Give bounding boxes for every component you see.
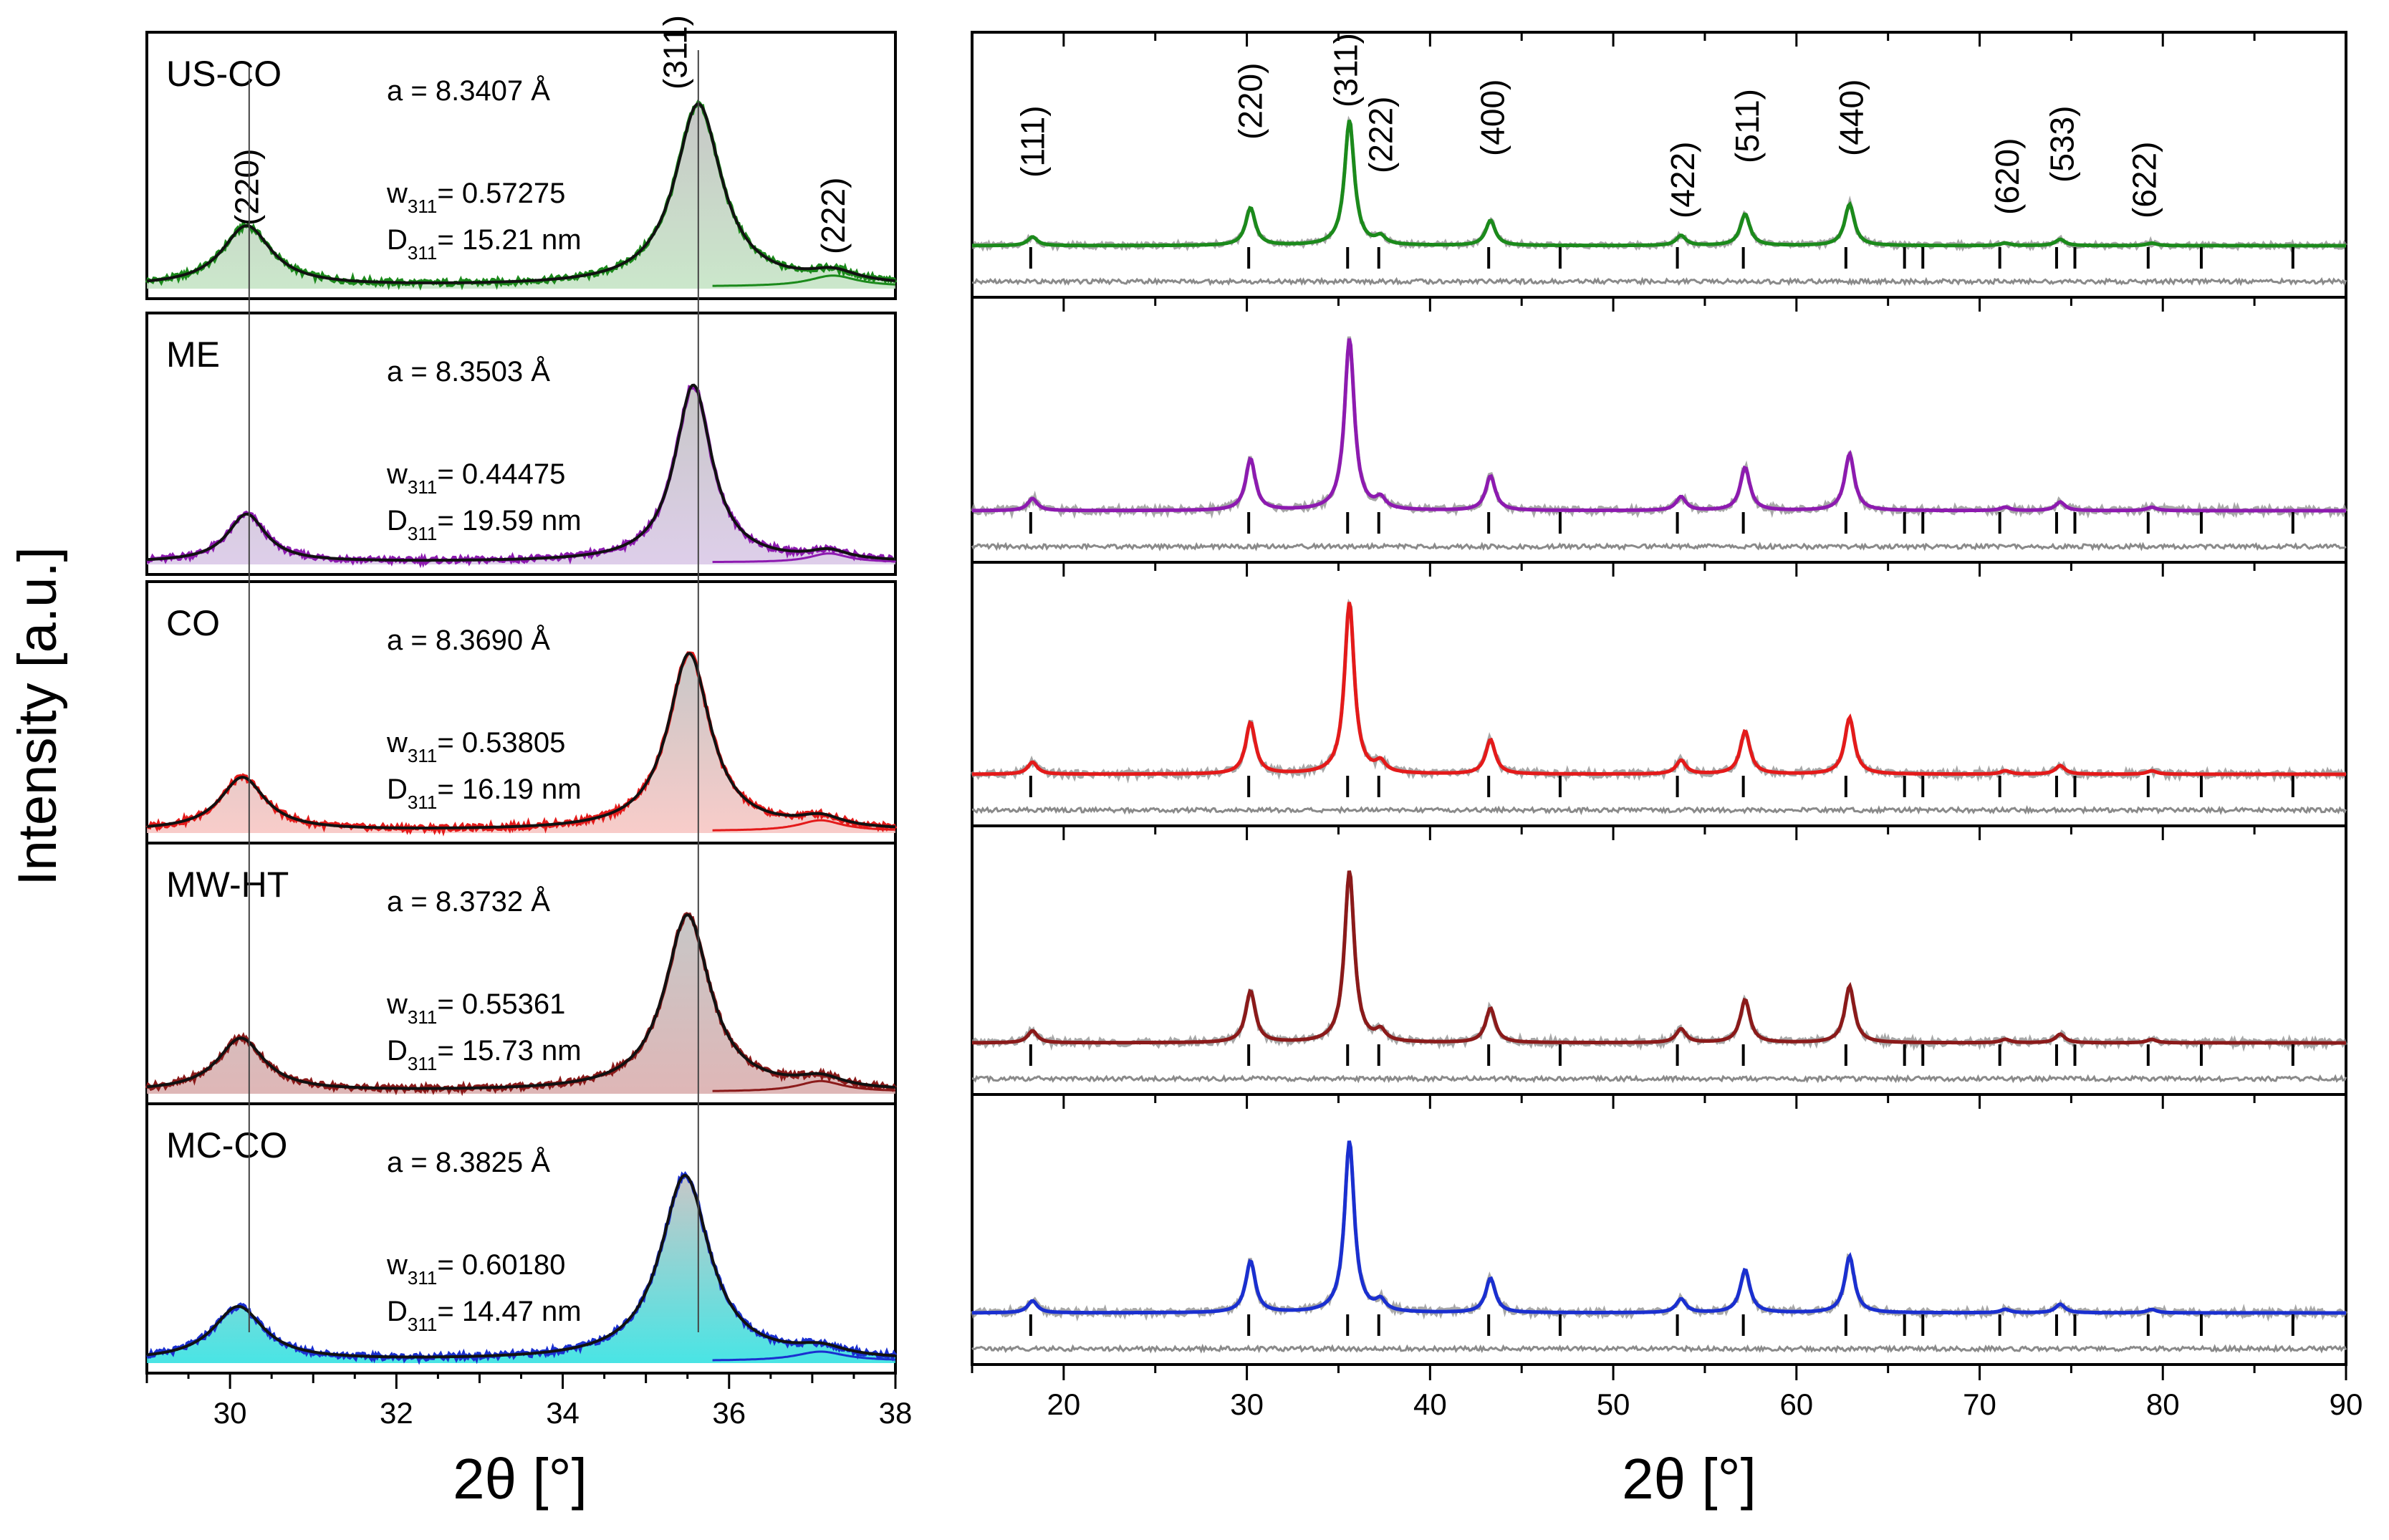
- zoom-fit-line: [146, 913, 896, 1090]
- full-observed-line: [970, 598, 2347, 784]
- full-x-axis-title: 2θ [°]: [1622, 1447, 1756, 1511]
- strain-parameter: w311= 0.55361: [386, 988, 565, 1028]
- crystallite-size: D311= 15.21 nm: [387, 224, 582, 264]
- zoom-panel-mc-co: MC-CO a = 8.3825 Å w311= 0.60180 D311= 14.4…: [145, 1102, 898, 1375]
- zoom-x-tick-label: 32: [380, 1396, 413, 1430]
- zoom-fill-area: [147, 103, 895, 289]
- zoom-panel-mw-ht: MW-HT a = 8.3732 Å w311= 0.55361 D311= 15.7…: [145, 842, 897, 1105]
- zoom-fill-area: [147, 653, 895, 833]
- full-panel-me: [970, 296, 2348, 564]
- full-hkl-label: (222): [1362, 97, 1399, 173]
- zoom-panel-co: CO a = 8.3690 Å w311= 0.53805 D311= 16.19 n…: [145, 580, 898, 844]
- full-panel-frame: [971, 561, 2347, 827]
- sample-label: US-CO: [166, 54, 282, 94]
- full-observed-line: [970, 1142, 2348, 1322]
- full-x-tick-label: 50: [1597, 1387, 1630, 1421]
- zoom-x-axis-title: 2θ [°]: [453, 1447, 587, 1511]
- full-panel-mw-ht: [971, 824, 2348, 1096]
- zoom-fit-line: [146, 1173, 896, 1359]
- full-calculated-line: [972, 1140, 2346, 1315]
- full-x-tick-label: 80: [2146, 1387, 2180, 1421]
- zoom-component-222: [712, 1350, 895, 1362]
- full-hkl-label: (620): [1989, 138, 2026, 215]
- zoom-x-tick-label: 36: [712, 1396, 746, 1430]
- full-difference-line: [971, 276, 2347, 287]
- full-hkl-label: (440): [1833, 80, 1870, 156]
- zoom-panel-frame: [145, 312, 897, 576]
- full-hkl-label: (220): [1232, 63, 1269, 140]
- full-difference-line: [971, 805, 2347, 816]
- full-panel-mc-co: [970, 1093, 2348, 1366]
- zoom-fill-area: [147, 915, 895, 1094]
- zoom-x-tick-label: 34: [546, 1396, 580, 1430]
- full-hkl-label: (311): [1327, 33, 1365, 107]
- full-hkl-label: (400): [1474, 80, 1511, 156]
- crystallite-size: D311= 15.73 nm: [387, 1035, 582, 1074]
- full-x-tick-label: 70: [1963, 1387, 1996, 1421]
- zoom-fit-line: [146, 383, 896, 562]
- full-calculated-line: [972, 338, 2346, 513]
- zoom-fill-area: [147, 1175, 895, 1363]
- full-x-tick-label: 20: [1047, 1387, 1081, 1421]
- full-difference-line: [971, 1074, 2347, 1084]
- strain-parameter: w311= 0.53805: [386, 727, 565, 766]
- full-x-tick-label: 40: [1413, 1387, 1447, 1421]
- zoom-hkl-label: (220): [228, 149, 265, 226]
- full-difference-line: [971, 1343, 2347, 1354]
- full-calculated-line: [972, 120, 2346, 248]
- full-x-tick-label: 60: [1779, 1387, 1813, 1421]
- lattice-parameter: a = 8.3503 Å: [387, 355, 550, 388]
- full-x-tick-label: 90: [2330, 1387, 2363, 1421]
- lattice-parameter: a = 8.3732 Å: [387, 885, 550, 918]
- zoom-x-tick-label: 30: [213, 1396, 247, 1430]
- full-hkl-label: (533): [2044, 106, 2081, 183]
- strain-parameter: w311= 0.57275: [386, 178, 565, 217]
- y-axis-title: Intensity [a.u.]: [7, 547, 68, 885]
- full-calculated-line: [972, 870, 2346, 1045]
- full-observed-line: [971, 870, 2348, 1052]
- full-panel-co: [970, 561, 2347, 827]
- zoom-panel-me: ME a = 8.3503 Å w311= 0.44475 D311= 19.59 n…: [145, 312, 897, 576]
- sample-label: MW-HT: [166, 865, 289, 905]
- zoom-chart: US-CO a = 8.3407 Å w311= 0.57275 D311= 15.2…: [145, 15, 913, 1430]
- zoom-fill-area: [147, 385, 895, 564]
- crystallite-size: D311= 16.19 nm: [387, 774, 582, 813]
- full-hkl-label: (422): [1664, 142, 1701, 218]
- crystallite-size: D311= 19.59 nm: [387, 505, 582, 544]
- zoom-hkl-label: (311): [656, 15, 693, 90]
- full-difference-line: [971, 542, 2347, 552]
- sample-label: ME: [166, 335, 220, 375]
- zoom-hkl-label: (222): [814, 178, 852, 254]
- full-observed-line: [970, 336, 2348, 520]
- lattice-parameter: a = 8.3825 Å: [387, 1146, 550, 1178]
- zoom-component-222: [712, 274, 896, 287]
- full-panel-frame: [971, 824, 2347, 1096]
- sample-label: CO: [166, 603, 220, 643]
- zoom-panel-us-co: US-CO a = 8.3407 Å w311= 0.57275 D311= 15.2…: [145, 15, 898, 300]
- lattice-parameter: a = 8.3407 Å: [387, 74, 550, 107]
- strain-parameter: w311= 0.60180: [386, 1249, 565, 1289]
- full-hkl-label: (622): [2126, 142, 2163, 218]
- sample-label: MC-CO: [166, 1125, 287, 1165]
- full-pattern-chart: (111) (220) (311)(222) (400) (422) (511) (440)…: [970, 31, 2363, 1421]
- zoom-fit-line: [146, 652, 896, 829]
- lattice-parameter: a = 8.3690 Å: [387, 624, 550, 656]
- full-hkl-label: (511): [1729, 89, 1766, 163]
- full-panel-frame: [971, 296, 2347, 564]
- crystallite-size: D311= 14.47 nm: [387, 1296, 582, 1335]
- zoom-component-222: [712, 1079, 896, 1092]
- zoom-fit-line: [146, 102, 896, 284]
- full-x-tick-label: 30: [1230, 1387, 1264, 1421]
- zoom-x-tick-label: 38: [879, 1396, 913, 1430]
- zoom-panel-frame: [145, 31, 897, 300]
- full-panel-frame: [971, 1093, 2347, 1366]
- full-calculated-line: [972, 602, 2346, 776]
- full-hkl-label: (111): [1014, 105, 1051, 178]
- strain-parameter: w311= 0.44475: [386, 458, 565, 498]
